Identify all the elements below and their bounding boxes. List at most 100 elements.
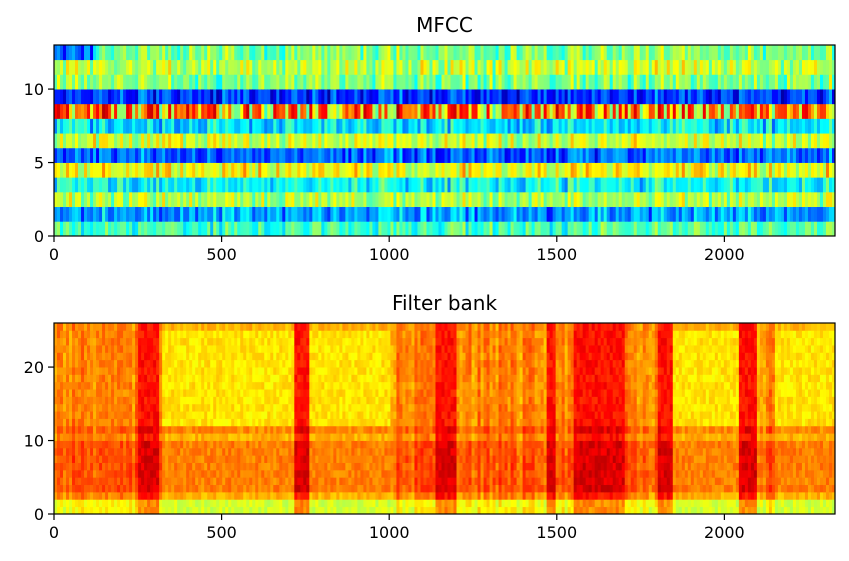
mfcc-cell [624,74,629,90]
mfcc-cell [510,147,514,163]
filterbank-cell [111,352,115,361]
mfcc-cell [756,147,761,163]
mfcc-cell [258,147,262,163]
filterbank-cell [216,455,220,463]
filterbank-cell [102,389,106,397]
filterbank-cell [201,403,205,412]
mfcc-cell [495,221,499,236]
filterbank-cell [141,374,145,383]
filterbank-cell [63,462,67,471]
mfcc-cell [261,221,265,236]
filterbank-cell [114,433,118,441]
mfcc-cell [420,118,424,134]
mfcc-cell [471,177,475,193]
mfcc-cell [114,162,118,178]
mfcc-cell [72,89,76,105]
mfcc-cell [402,191,406,208]
filterbank-cell [198,447,202,456]
filterbank-cell [192,381,196,390]
mfcc-cell [153,162,157,178]
filterbank-cell [54,403,58,412]
mfcc-cell [162,74,166,90]
mfcc-cell [462,74,466,90]
mfcc-cell [549,74,554,90]
filterbank-cell [66,389,70,397]
mfcc-cell [156,74,160,90]
filterbank-cell [108,440,112,449]
filterbank-cell [117,484,121,493]
mfcc-cell [633,89,638,105]
filterbank-cell [90,484,94,493]
mfcc-cell [654,221,659,236]
filterbank-cell [216,418,220,427]
mfcc-cell [810,133,815,149]
mfcc-cell [384,133,388,149]
filterbank-cell [66,403,70,412]
mfcc-cell [813,162,818,178]
filterbank-cell [189,345,193,353]
filterbank-cell [159,477,163,486]
mfcc-cell [141,147,145,163]
mfcc-cell [159,162,163,178]
mfcc-cell [519,162,523,178]
mfcc-cell [612,191,617,208]
filterbank-cell [195,433,199,441]
filterbank-cell [102,469,106,478]
mfcc-cell [114,177,118,193]
mfcc-cell [765,221,770,236]
mfcc-cell [810,74,815,90]
mfcc-cell [420,74,424,90]
mfcc-cell [744,59,749,75]
mfcc-cell [660,177,665,193]
mfcc-cell [108,221,112,236]
mfcc-cell [96,206,100,222]
filterbank-cell [57,345,61,353]
mfcc-cell [702,177,707,193]
mfcc-cell [207,133,211,149]
filterbank-cell [93,447,97,456]
mfcc-cell [378,191,382,208]
mfcc-cell [252,103,256,119]
mfcc-cell [801,206,806,222]
filterbank-cell [153,352,157,361]
mfcc-cell [711,206,716,222]
filterbank-cell [237,484,241,493]
mfcc-x-ticks: 0 500 1000 1500 2000 [49,236,745,264]
mfcc-cell [462,45,466,61]
filterbank-cell [66,396,70,405]
mfcc-cell [810,103,815,119]
filterbank-cell [168,484,172,493]
mfcc-cell [648,221,653,236]
mfcc-cell [249,221,253,236]
mfcc-cell [69,191,73,208]
mfcc-cell [771,133,776,149]
filterbank-cell [54,506,58,514]
filterbank-cell [234,462,238,471]
mfcc-cell [363,133,367,149]
mfcc-cell [432,133,436,149]
mfcc-cell [357,89,361,105]
mfcc-cell [606,118,611,134]
mfcc-cell [366,162,370,178]
mfcc-cell [564,162,569,178]
filterbank-cell [87,506,91,514]
mfcc-cell [621,118,626,134]
filterbank-cell [84,337,88,346]
mfcc-cell [378,147,382,163]
mfcc-cell [285,206,289,222]
filterbank-cell [120,418,124,427]
mfcc-cell [744,162,749,178]
mfcc-cell [75,162,79,178]
mfcc-cell [261,89,265,105]
filterbank-cell [99,484,103,493]
mfcc-cell [609,133,614,149]
filterbank-cell [180,506,184,514]
filterbank-cell [81,484,85,493]
mfcc-cell [333,221,337,236]
filterbank-cell [138,447,142,456]
mfcc-cell [150,118,154,134]
filterbank-cell [219,469,223,478]
filterbank-cell [132,455,136,463]
filterbank-cell [57,323,61,331]
mfcc-cell [825,133,830,149]
